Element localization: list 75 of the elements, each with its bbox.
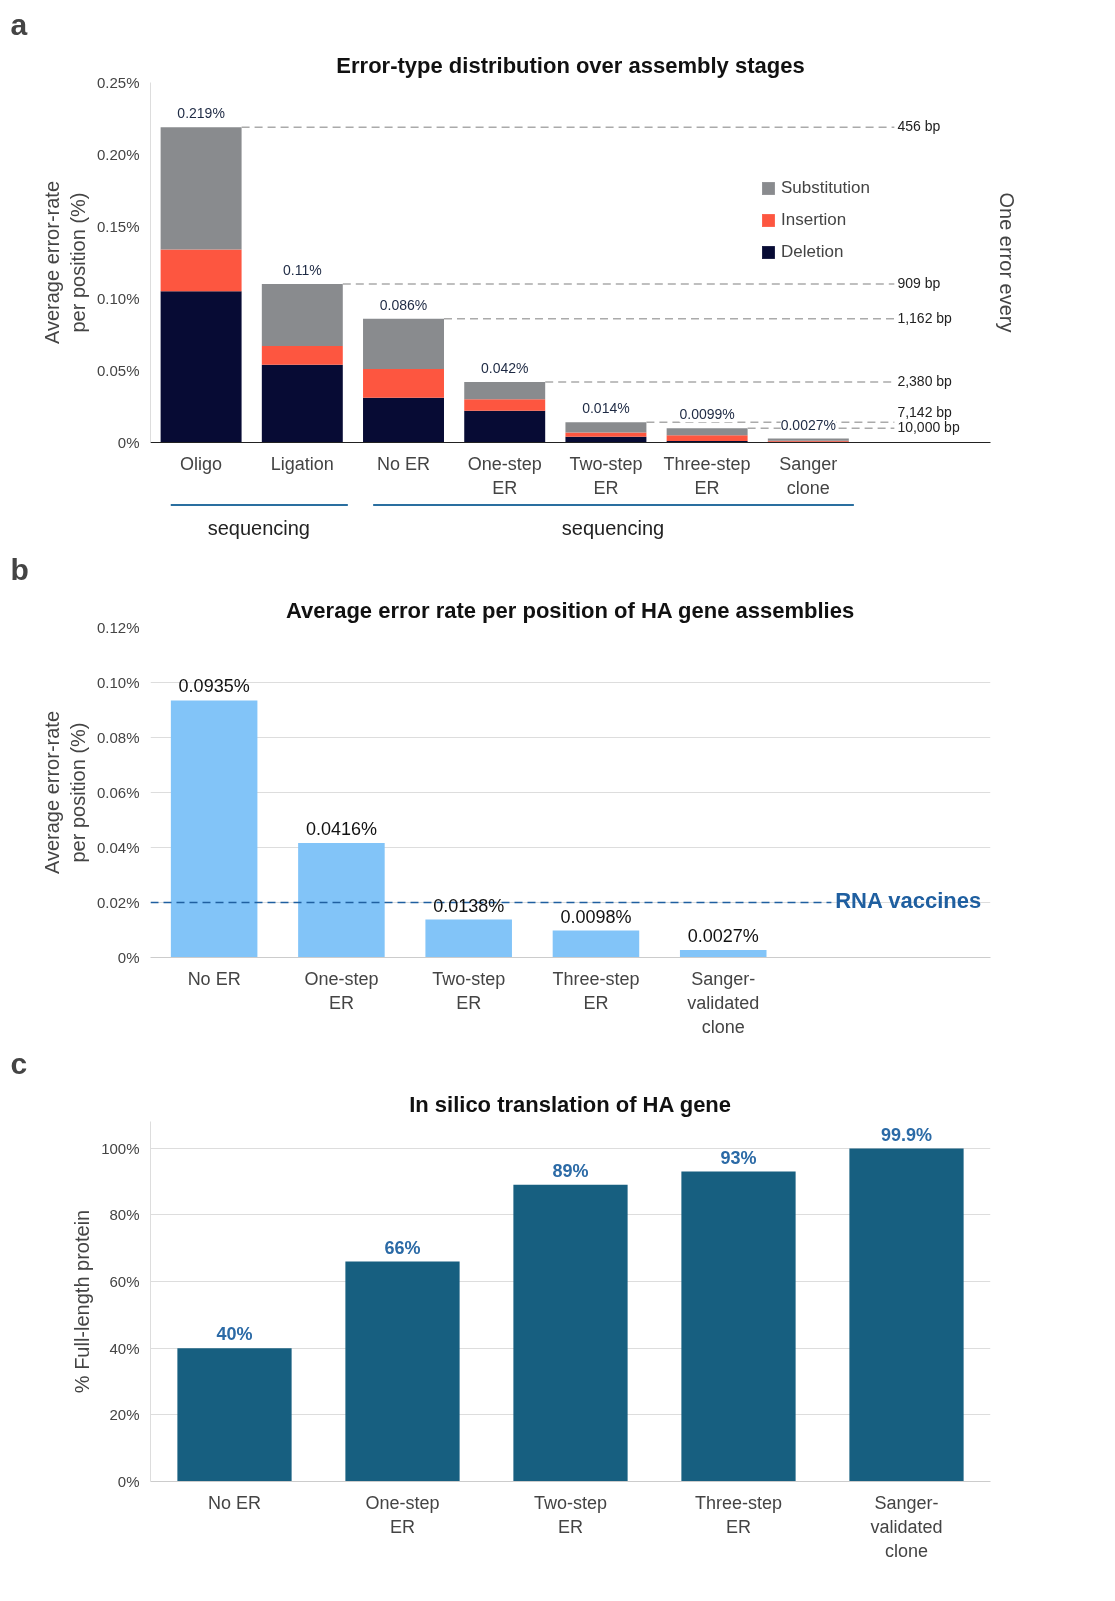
text: c: [10, 1046, 28, 1080]
y-tick-label: 0.10%: [96, 674, 140, 691]
x-tick-label: No ER: [187, 968, 241, 989]
text: 0.0138%: [433, 895, 505, 916]
y-tick-label: 0.10%: [96, 290, 140, 307]
y-tick-label: 0.05%: [96, 362, 140, 379]
y-tick-label: 0.12%: [96, 619, 140, 636]
x-tick-label: Three-step ER: [552, 968, 640, 1013]
y-tick-label: 0%: [117, 949, 140, 966]
text: 0.0416%: [305, 819, 377, 840]
x-tick-label: One-step ER: [304, 968, 379, 1013]
x-tick-label: Three-step ER: [694, 1492, 783, 1537]
y-tick-label: 0.02%: [96, 894, 140, 911]
x-tick-label: Ligation: [270, 453, 334, 474]
x-tick-label: No ER: [207, 1492, 262, 1513]
total-label: 0.0099%: [679, 406, 735, 423]
total-label: 0.086%: [379, 296, 428, 313]
text: sequencing: [561, 516, 665, 539]
x-tick-label: Two-step ER: [533, 1492, 608, 1537]
text: a: [10, 7, 28, 41]
y-axis-title: Average error-rate per position (%): [40, 180, 89, 345]
x-tick-label: One-step ER: [467, 453, 542, 498]
x-tick-label: One-step ER: [365, 1492, 440, 1537]
y-tick-label: 0%: [117, 1473, 140, 1490]
text: b: [10, 552, 29, 586]
text: 66%: [384, 1237, 421, 1258]
y-axis-title: Average error-rate per position (%): [40, 710, 89, 875]
y-axis-title: % Full-length protein: [71, 1209, 94, 1394]
text: 0.0098%: [560, 906, 632, 927]
y-tick-label: 0.08%: [96, 729, 140, 746]
chart-title: Average error rate per position of HA gene assemblies: [286, 597, 855, 623]
legend-label: Insertion: [781, 210, 847, 230]
ref-line-label: 7,142 bp: [897, 404, 953, 421]
legend-label: Substitution: [781, 178, 870, 198]
total-label: 0.11%: [282, 262, 322, 279]
text: sequencing: [207, 516, 310, 539]
text: 93%: [720, 1147, 757, 1168]
text: 0.0935%: [178, 676, 250, 697]
total-label: 0.0027%: [780, 416, 836, 433]
text: 0.0027%: [687, 926, 759, 947]
ref-line-label: 456 bp: [897, 118, 941, 135]
x-tick-label: Sanger-validated clone: [870, 1492, 943, 1561]
y-tick-label: 100%: [101, 1139, 140, 1157]
text: 89%: [552, 1160, 589, 1181]
total-label: 0.014%: [582, 400, 630, 417]
x-tick-label: Two-step ER: [432, 968, 506, 1013]
y-tick-label: 0.15%: [96, 218, 140, 235]
x-tick-label: Sanger clone: [779, 453, 838, 498]
y-tick-label: 0.06%: [96, 784, 140, 801]
y-tick-label: 60%: [109, 1273, 140, 1290]
ref-line-label: 10,000 bp: [897, 419, 960, 436]
ref-line-label: RNA vaccines: [835, 887, 982, 913]
x-tick-label: Sanger-validated clone: [687, 968, 760, 1037]
y-tick-label: 20%: [109, 1406, 140, 1424]
ref-line-label: 1,162 bp: [897, 309, 953, 326]
ref-line-label: 909 bp: [897, 275, 941, 292]
total-label: 0.219%: [177, 105, 225, 122]
y-tick-label: 0%: [117, 434, 140, 451]
x-tick-label: No ER: [377, 453, 431, 474]
x-tick-label: Three-step ER: [663, 453, 751, 498]
y-tick-label: 0.04%: [96, 839, 140, 856]
text: 40%: [216, 1324, 253, 1345]
y-tick-label: 0.20%: [96, 146, 140, 163]
text: 99.9%: [880, 1124, 933, 1145]
chart-title: Error-type distribution over assembly stages: [336, 52, 805, 78]
x-tick-label: Oligo: [180, 453, 223, 474]
x-tick-label: Two-step ER: [569, 453, 643, 498]
y-tick-label: 0.25%: [96, 74, 140, 91]
legend-label: Deletion: [781, 242, 844, 262]
total-label: 0.042%: [480, 360, 529, 377]
ref-line-label: 2,380 bp: [897, 373, 953, 390]
y-tick-label: 40%: [109, 1339, 140, 1357]
y-tick-label: 80%: [109, 1206, 140, 1224]
chart-title: In silico translation of HA gene: [409, 1091, 732, 1117]
y2-axis-title: One error every: [995, 192, 1018, 333]
